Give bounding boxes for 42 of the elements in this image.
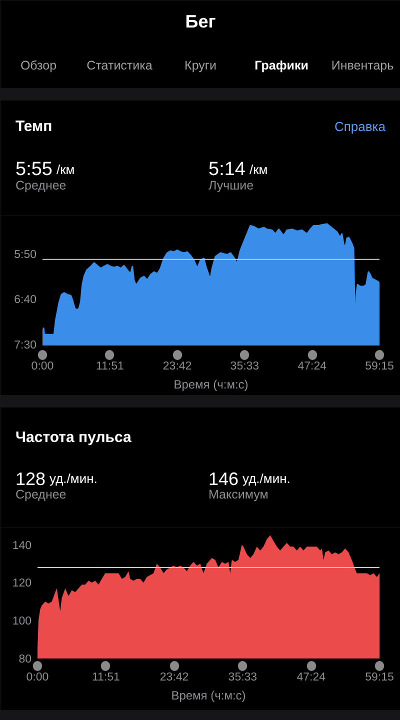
text: /км [249, 162, 268, 177]
text: 146 [208, 469, 239, 489]
text: уд./мин. [242, 471, 290, 486]
text: Статистика [86, 58, 152, 72]
x-tick-label: 11:51 [92, 672, 120, 684]
chart-title: Темп [16, 118, 52, 135]
x-tick-label: 59:15 [365, 360, 394, 372]
x-tick-label: 59:15 [365, 672, 394, 684]
text: 128 [16, 469, 46, 489]
chart-title: Частота пульса [16, 429, 132, 446]
x-tick-label: 35:33 [228, 672, 258, 684]
text: Справка [334, 119, 386, 134]
text: Лучшие [208, 178, 254, 192]
x-tick-label: 23:42 [160, 672, 189, 684]
text: Среднее [16, 178, 66, 192]
x-axis-title: Время (ч:м:с) [174, 378, 248, 392]
text: Графики [254, 58, 308, 72]
text: 5:55 [16, 159, 52, 180]
text: /км [56, 162, 75, 177]
x-tick-label: 11:51 [96, 360, 124, 372]
x-axis-title: Время (ч:м:с) [171, 688, 246, 702]
x-tick-label: 0:00 [31, 360, 54, 372]
y-tick-label: 100 [12, 616, 32, 628]
text: 5:14 [208, 159, 246, 180]
text: Круги [184, 58, 216, 72]
y-tick-label: 6:40 [14, 294, 37, 306]
text: Максимум [208, 488, 268, 502]
text: Обзор [20, 58, 57, 72]
y-tick-label: 5:50 [14, 248, 37, 261]
y-tick-label: 80 [18, 654, 32, 666]
text: Инвентарь [331, 58, 394, 72]
x-tick-label: 0:00 [26, 672, 49, 684]
x-tick-label: 47:24 [298, 360, 328, 372]
text: Среднее [16, 488, 66, 502]
text: уд./мин. [50, 471, 98, 486]
text: Бег [185, 12, 216, 32]
x-tick-label: 23:42 [162, 360, 192, 372]
x-tick-label: 47:24 [296, 672, 326, 684]
y-tick-label: 140 [12, 540, 32, 552]
x-tick-label: 35:33 [230, 360, 260, 372]
y-tick-label: 120 [12, 578, 32, 590]
y-tick-label: 7:30 [14, 340, 37, 352]
